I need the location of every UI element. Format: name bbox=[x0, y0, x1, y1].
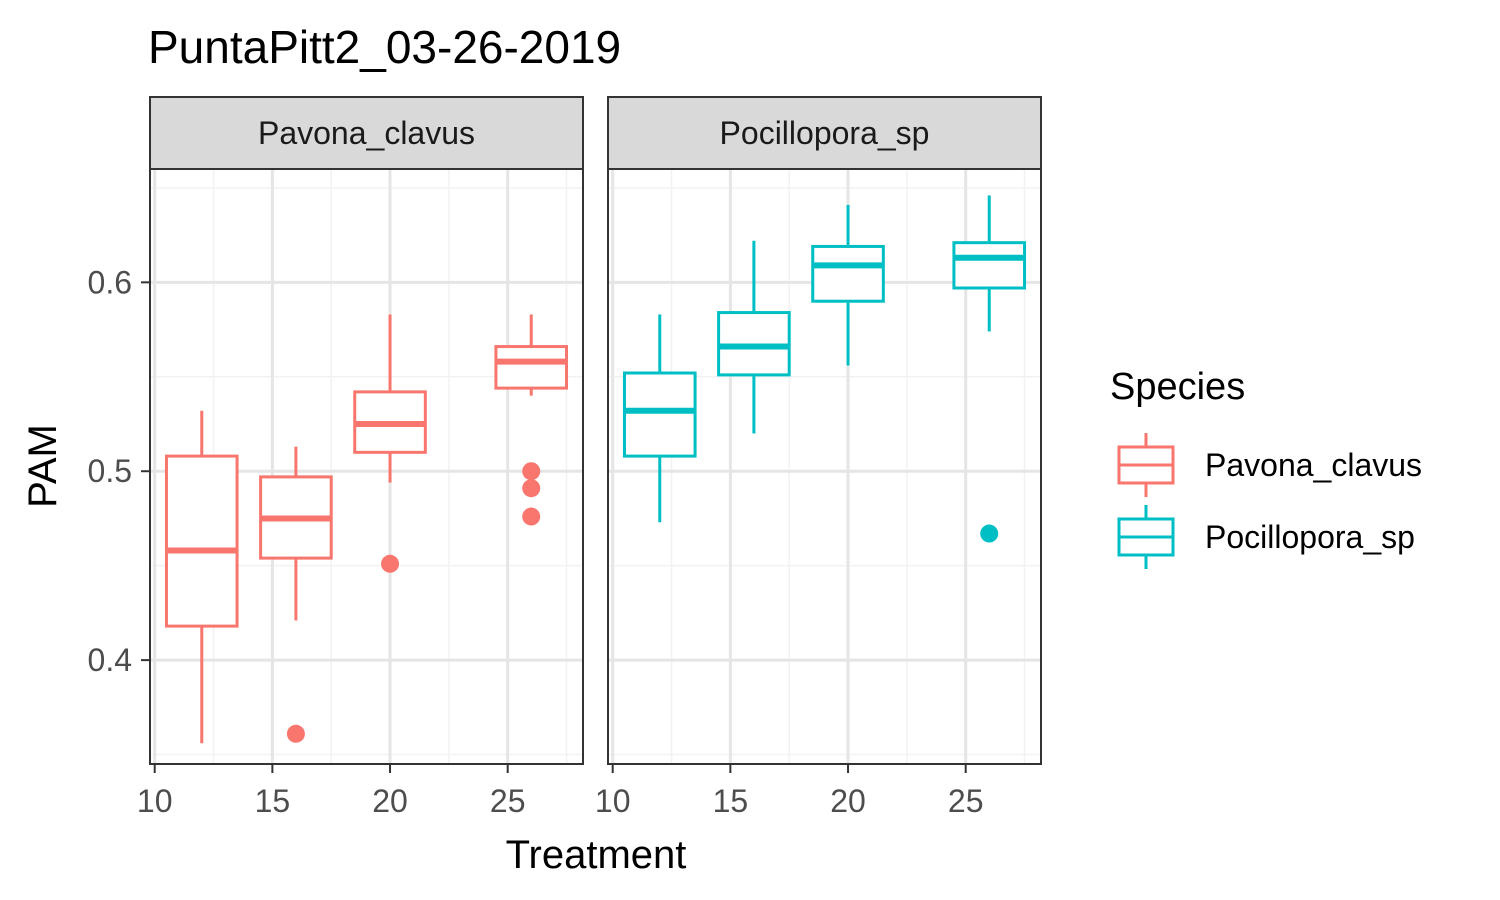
x-tick-label: 15 bbox=[255, 783, 291, 819]
x-tick-label: 25 bbox=[490, 783, 526, 819]
facet-strip bbox=[149, 96, 584, 170]
legend-item-label: Pavona_clavus bbox=[1205, 447, 1422, 483]
x-axis-label: Treatment bbox=[506, 833, 687, 877]
box-iqr bbox=[622, 371, 697, 458]
x-tick-label: 10 bbox=[137, 783, 173, 819]
outlier-point bbox=[381, 554, 400, 573]
box-Pavona_clavus-26 bbox=[494, 314, 569, 526]
x-tick-label: 15 bbox=[713, 783, 749, 819]
outlier-point bbox=[522, 462, 541, 481]
box-Pocillopora_sp-26 bbox=[952, 195, 1027, 543]
y-tick-label: 0.6 bbox=[88, 264, 132, 300]
legend-title: Species bbox=[1110, 366, 1245, 408]
outlier-point bbox=[522, 479, 541, 498]
box-iqr bbox=[811, 244, 885, 303]
box-Pavona_clavus-12 bbox=[164, 410, 239, 744]
legend-item-Pavona_clavus: Pavona_clavus bbox=[1117, 433, 1422, 497]
box-Pocillopora_sp-20 bbox=[811, 204, 885, 366]
legend: Species Pavona_clavus Pocillopora_sp bbox=[1110, 366, 1422, 569]
legend-item-Pocillopora_sp: Pocillopora_sp bbox=[1117, 505, 1415, 569]
x-tick-label: 10 bbox=[595, 783, 631, 819]
box-Pocillopora_sp-12 bbox=[622, 314, 697, 523]
chart-title: PuntaPitt2_03-26-2019 bbox=[148, 21, 621, 73]
box-iqr bbox=[494, 345, 569, 390]
outlier-point bbox=[980, 524, 999, 543]
facet-panel-Pavona_clavus: Pavona_clavus 10 15 20 25 bbox=[137, 96, 584, 819]
box-iqr bbox=[164, 454, 239, 628]
x-tick-label: 25 bbox=[948, 783, 984, 819]
facet-strip-label: Pocillopora_sp bbox=[720, 115, 930, 151]
facet-panels: Pavona_clavus 10 15 20 25 Pocillopora_sp 10 15 2… bbox=[137, 96, 1042, 819]
outlier-point bbox=[522, 507, 541, 526]
box-iqr bbox=[952, 241, 1027, 290]
box-Pavona_clavus-16 bbox=[259, 446, 333, 743]
box-Pocillopora_sp-16 bbox=[717, 240, 791, 434]
y-axis: 0.4 0.5 0.6 bbox=[88, 264, 150, 678]
facet-panel-Pocillopora_sp: Pocillopora_sp 10 15 20 25 bbox=[595, 96, 1042, 819]
facet-strip-label: Pavona_clavus bbox=[258, 115, 475, 151]
x-tick-label: 20 bbox=[830, 783, 866, 819]
y-axis-label: PAM bbox=[21, 424, 65, 508]
legend-items: Pavona_clavus Pocillopora_sp bbox=[1117, 433, 1422, 569]
y-tick-label: 0.5 bbox=[88, 453, 132, 489]
facet-strip bbox=[607, 96, 1042, 170]
box-Pavona_clavus-20 bbox=[353, 314, 427, 573]
x-tick-label: 20 bbox=[372, 783, 408, 819]
outlier-point bbox=[286, 724, 305, 743]
y-tick-label: 0.4 bbox=[88, 642, 132, 678]
legend-item-label: Pocillopora_sp bbox=[1205, 519, 1415, 555]
